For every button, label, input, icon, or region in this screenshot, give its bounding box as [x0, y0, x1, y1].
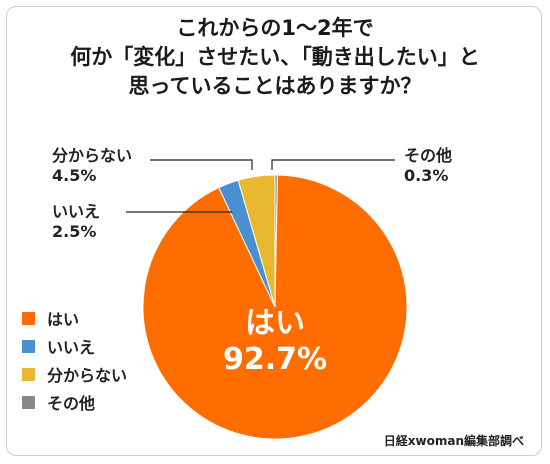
legend-item-hai: はい	[22, 304, 127, 332]
callout-wakaranai: 分からない 4.5%	[52, 146, 132, 186]
leader-sonota	[271, 159, 395, 170]
source-note: 日経xwoman編集部調べ	[383, 434, 524, 448]
legend-swatch-sonota	[22, 395, 35, 409]
slice-wakaranai	[237, 174, 276, 308]
callout-iie: いいえ 2.5%	[52, 202, 100, 242]
chart-title: これからの1～2年で 何か「変化」させたい、「動き出したい」と 思っていることは…	[0, 14, 550, 101]
callout-iie-value: 2.5%	[52, 222, 97, 241]
callout-sonota-value: 0.3%	[404, 166, 449, 185]
legend-label-iie: いいえ	[47, 338, 96, 357]
slice-label-hai-name: はい	[245, 306, 305, 341]
legend-item-iie: いいえ	[22, 332, 127, 360]
callout-iie-label: いいえ	[52, 202, 101, 221]
slice-label-hai-value: 92.7%	[222, 342, 328, 377]
legend-label-hai: はい	[47, 310, 80, 329]
legend: はい いいえ 分からない その他	[22, 304, 127, 416]
callout-wakaranai-value: 4.5%	[52, 166, 97, 185]
title-line-1: これからの1～2年で	[176, 16, 374, 40]
callout-sonota: その他 0.3%	[404, 146, 452, 186]
callout-sonota-label: その他	[404, 146, 453, 165]
legend-item-wakaranai: 分からない	[22, 360, 127, 388]
leader-wakaranai	[150, 159, 253, 170]
legend-swatch-wakaranai	[22, 367, 35, 381]
legend-label-wakaranai: 分からない	[47, 366, 128, 385]
slice-label-hai: はい 92.7%	[205, 306, 345, 378]
legend-item-sonota: その他	[22, 388, 127, 416]
legend-label-sonota: その他	[47, 394, 96, 413]
legend-swatch-hai	[22, 311, 35, 325]
callout-wakaranai-label: 分からない	[52, 146, 133, 165]
title-line-2: 何か「変化」させたい、「動き出したい」と	[70, 45, 480, 69]
legend-swatch-iie	[22, 339, 35, 353]
title-line-3: 思っていることはありますか？	[128, 74, 422, 98]
